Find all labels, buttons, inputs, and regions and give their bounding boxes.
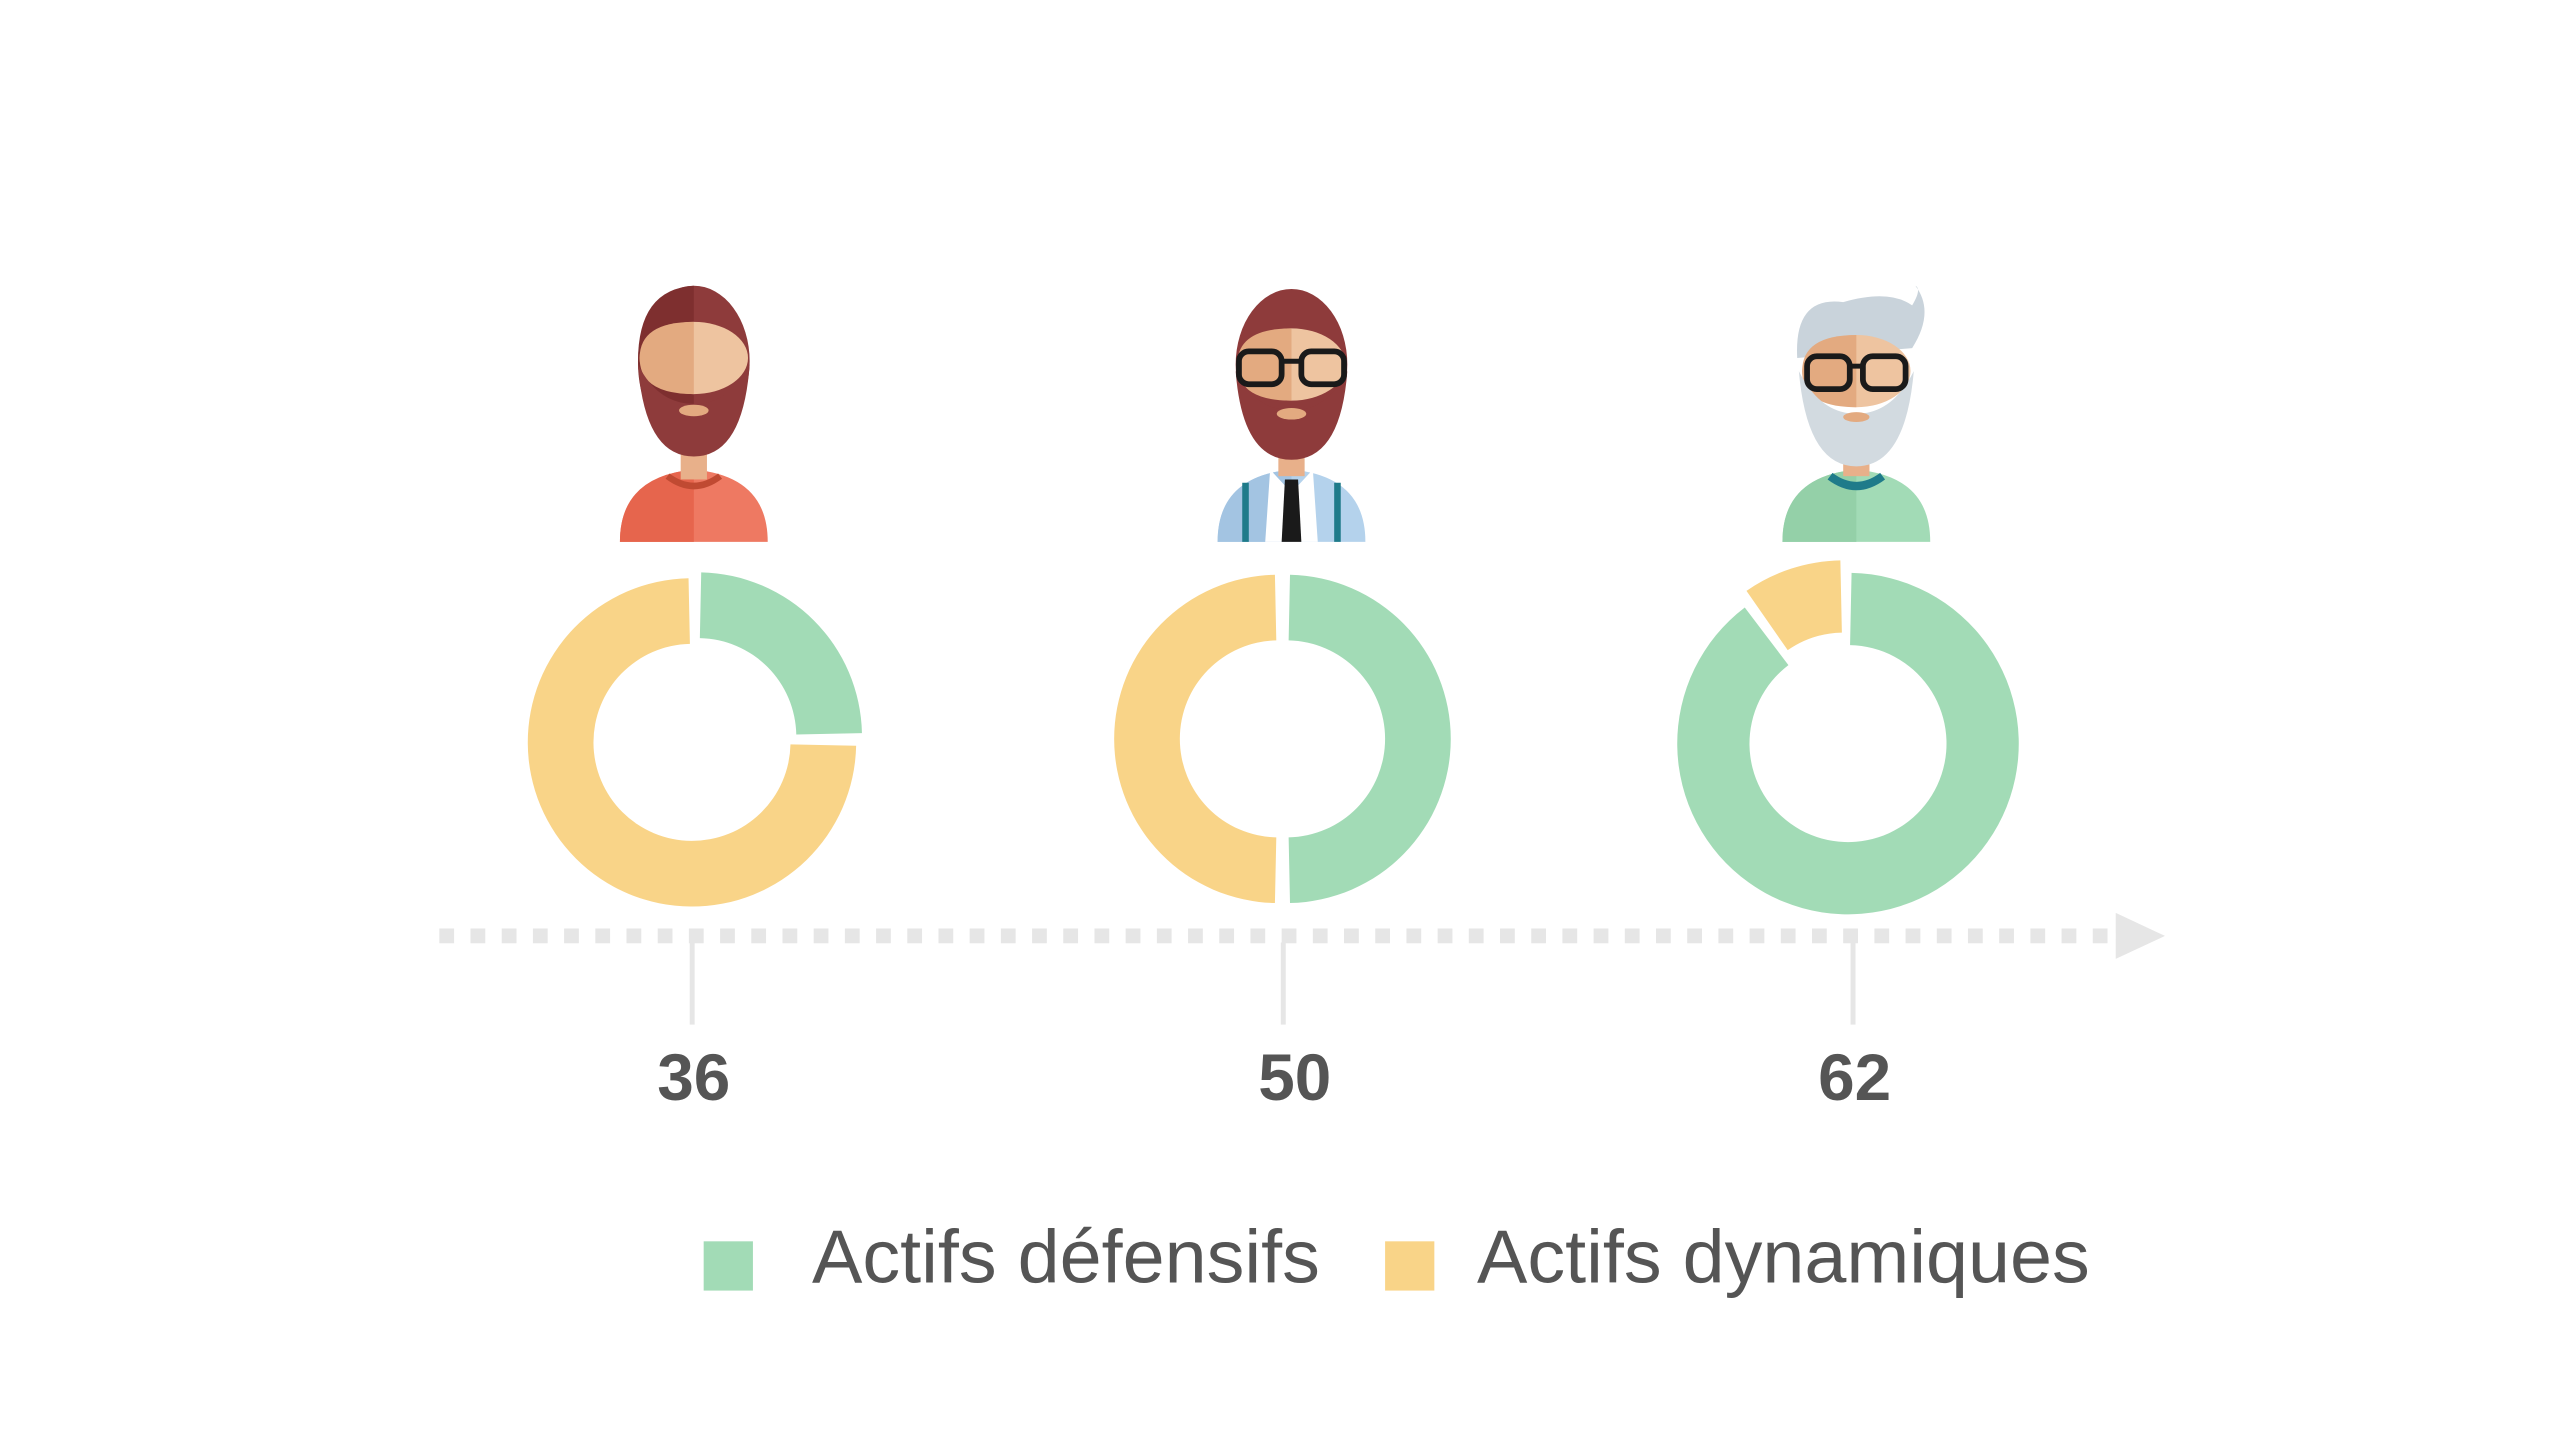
timeline bbox=[439, 912, 2166, 1025]
legend-label-dynamic: Actifs dynamiques bbox=[1477, 1215, 2090, 1299]
donut-segment-defensive bbox=[1677, 572, 2019, 915]
bearded-man-red-shirt-icon bbox=[619, 285, 768, 542]
tick-label-age: 50 bbox=[1258, 1041, 1331, 1114]
legend-swatch-dynamic bbox=[1385, 1241, 1435, 1291]
donut-segment-dynamic bbox=[1114, 574, 1277, 904]
tick-label-age: 36 bbox=[657, 1041, 730, 1114]
timeline-arrow-icon bbox=[2115, 912, 2166, 959]
legend-label-defensive: Actifs défensifs bbox=[812, 1215, 1320, 1299]
donut-chart-age-62 bbox=[1677, 560, 2019, 915]
tick-label-age: 62 bbox=[1818, 1041, 1891, 1114]
donut-segment-dynamic bbox=[1746, 560, 1842, 651]
donut-segment-defensive bbox=[1288, 574, 1451, 904]
donut-chart-age-50 bbox=[1114, 574, 1451, 904]
donut-segment-dynamic bbox=[527, 578, 857, 907]
legend: Actifs défensifs Actifs dynamiques bbox=[703, 1215, 2090, 1299]
bearded-man-glasses-tie-icon bbox=[1217, 288, 1366, 542]
donut-chart-age-36 bbox=[527, 572, 862, 907]
grey-haired-man-glasses-icon bbox=[1782, 285, 1931, 542]
donut-segment-defensive bbox=[699, 572, 862, 735]
legend-swatch-defensive bbox=[703, 1241, 753, 1291]
